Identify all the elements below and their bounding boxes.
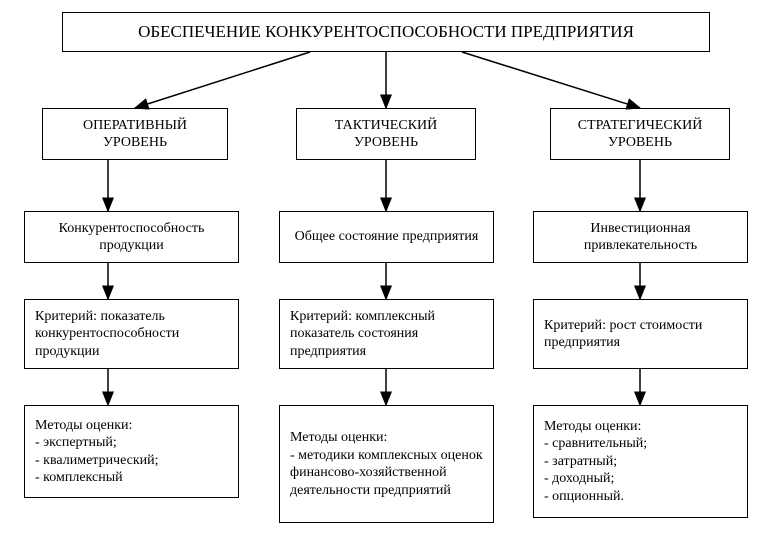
col0-level: ОПЕРАТИВНЫЙ УРОВЕНЬ [42,108,228,160]
col2-level: СТРАТЕГИЧЕСКИЙ УРОВЕНЬ [550,108,730,160]
col2-methods: Методы оценки:- сравнительный;- затратны… [533,405,748,518]
root-box: ОБЕСПЕЧЕНИЕ КОНКУРЕНТОСПОСОБНОСТИ ПРЕДПР… [62,12,710,52]
col1-criterion: Критерий: комплексный показатель состоян… [279,299,494,369]
col1-subject: Общее состояние предприятия [279,211,494,263]
col2-criterion: Критерий: рост стоимости предприятия [533,299,748,369]
col0-criterion: Критерий: показатель конкурентоспособнос… [24,299,239,369]
col1-level: ТАКТИЧЕСКИЙ УРОВЕНЬ [296,108,476,160]
col1-methods: Методы оценки:- методики комплексных оце… [279,405,494,523]
col0-methods: Методы оценки:- экспертный;- квалиметрич… [24,405,239,498]
col0-subject: Конкурентоспособность продукции [24,211,239,263]
col2-subject: Инвестиционная привлекательность [533,211,748,263]
